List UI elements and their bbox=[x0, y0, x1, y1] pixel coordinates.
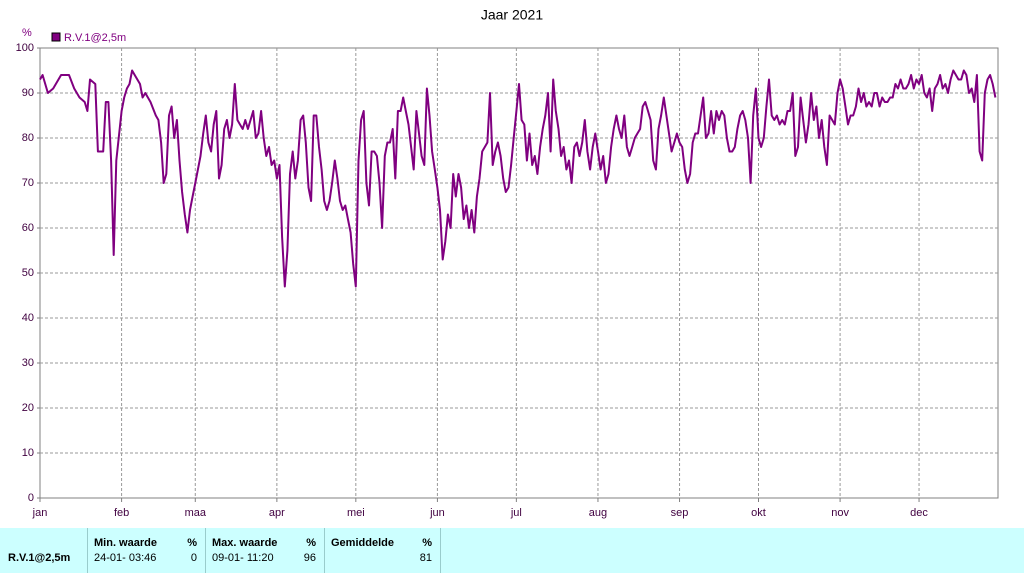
y-tick-label: 100 bbox=[16, 42, 34, 54]
summary-cell: Gemiddelde% 81 bbox=[325, 528, 441, 573]
y-tick-label: 70 bbox=[22, 177, 34, 189]
y-tick-label: 40 bbox=[22, 312, 34, 324]
y-axis-label: % bbox=[22, 27, 32, 39]
plot-frame bbox=[39, 47, 999, 499]
y-tick-label: 60 bbox=[22, 222, 34, 234]
column-header: Min. waarde bbox=[94, 537, 157, 549]
summary-value: 0 bbox=[190, 552, 197, 564]
x-tick-label: jun bbox=[429, 507, 445, 519]
column-unit: % bbox=[187, 537, 197, 549]
timestamp: 09-01- 11:20 bbox=[212, 552, 274, 564]
y-tick-label: 30 bbox=[22, 357, 34, 369]
summary-value: 81 bbox=[419, 552, 432, 564]
y-tick-label: 0 bbox=[28, 492, 34, 504]
series-line bbox=[39, 69, 997, 288]
x-tick-label: dec bbox=[910, 507, 928, 519]
y-tick-label: 20 bbox=[22, 402, 34, 414]
y-tick-label: 80 bbox=[22, 132, 34, 144]
x-tick-label: aug bbox=[589, 507, 607, 519]
summary-cell: Min. waarde% 24-01- 03:46 0 bbox=[88, 528, 206, 573]
y-tick-label: 10 bbox=[22, 447, 34, 459]
column-unit: % bbox=[422, 537, 432, 549]
summary-value: 96 bbox=[303, 552, 316, 564]
legend-swatch bbox=[51, 32, 61, 42]
x-tick-label: nov bbox=[831, 507, 849, 519]
summary-cell: Max. waarde% 09-01- 11:20 96 bbox=[206, 528, 325, 573]
y-tick-label: 50 bbox=[22, 267, 34, 279]
x-tick-label: sep bbox=[671, 507, 689, 519]
chart: Jaar 2021 % 0 10 20 30 40 50 60 70 80 90 100 jan feb… bbox=[16, 7, 999, 519]
legend-label: R.V.1@2,5m bbox=[64, 32, 126, 44]
x-tick-label: apr bbox=[269, 507, 285, 519]
x-tick-label: jul bbox=[510, 507, 522, 519]
column-header: Max. waarde bbox=[212, 537, 278, 549]
y-tick-label: 90 bbox=[22, 87, 34, 99]
row-label: R.V.1@2,5m bbox=[8, 552, 71, 564]
x-tick-label: mei bbox=[347, 507, 365, 519]
x-tick-label: okt bbox=[751, 507, 766, 519]
x-tick-label: maa bbox=[185, 507, 207, 519]
x-tick-label: feb bbox=[114, 507, 129, 519]
row-label-cell: R.V.1@2,5m bbox=[0, 528, 88, 573]
column-header: Gemiddelde bbox=[331, 537, 394, 549]
summary-table: R.V.1@2,5m Min. waarde% 24-01- 03:46 0 Max.… bbox=[0, 528, 1024, 573]
timestamp: 24-01- 03:46 bbox=[94, 552, 157, 564]
chart-title: Jaar 2021 bbox=[481, 7, 543, 23]
column-unit: % bbox=[306, 537, 316, 549]
x-tick-label: jan bbox=[32, 507, 48, 519]
